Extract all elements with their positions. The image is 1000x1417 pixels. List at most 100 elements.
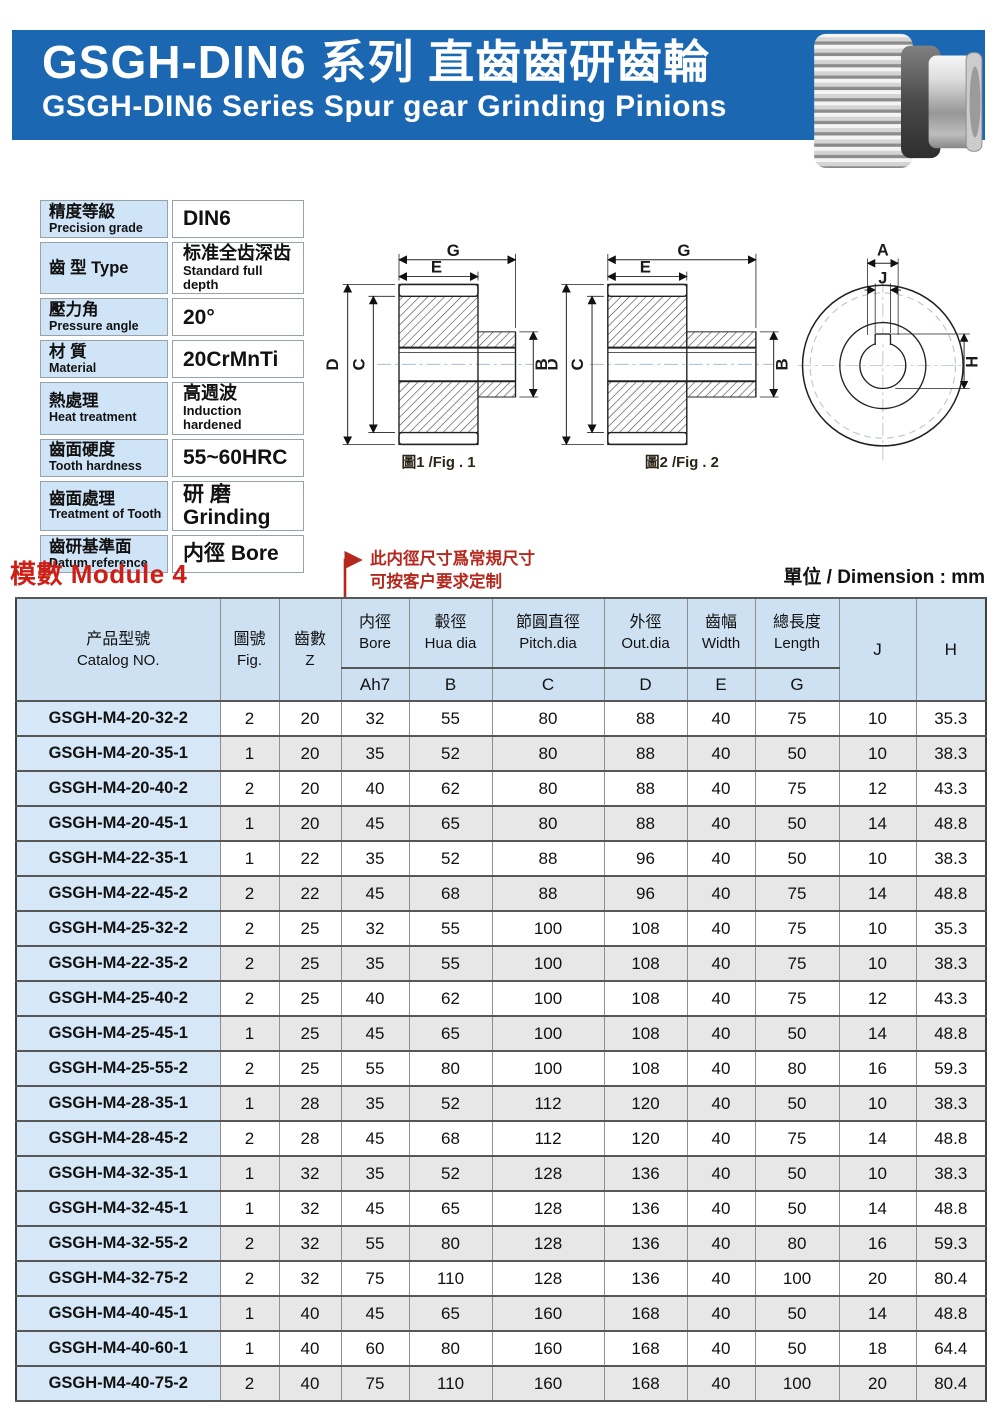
spec-label: 齒研基準面 Datum reference xyxy=(40,534,168,573)
dim-label-c: C xyxy=(349,358,368,370)
out-dia-cell: 96 xyxy=(603,840,688,877)
gear-teeth xyxy=(814,33,913,169)
h-cell: 38.3 xyxy=(915,1155,987,1192)
col-header-length: 總長度 Length xyxy=(754,597,840,669)
fig-cell: 2 xyxy=(219,1120,280,1157)
out-dia-cell: 96 xyxy=(603,875,688,912)
length-cell: 50 xyxy=(754,1295,840,1332)
length-cell: 50 xyxy=(754,805,840,842)
width-cell: 40 xyxy=(686,1085,756,1122)
front-view-drawing: A J H xyxy=(797,242,981,464)
dim-label-a: A xyxy=(877,242,889,260)
spec-value: 55~60HRC xyxy=(172,438,304,477)
spec-value: 内徑 Bore xyxy=(172,534,304,573)
col-header-h: H xyxy=(915,597,987,702)
bore-cell: 35 xyxy=(340,945,410,982)
z-cell: 22 xyxy=(278,840,342,877)
h-cell: 48.8 xyxy=(915,1295,987,1332)
width-cell: 40 xyxy=(686,910,756,947)
gear-product-photo xyxy=(814,33,983,169)
hua-dia-cell: 52 xyxy=(408,1085,493,1122)
width-cell: 40 xyxy=(686,875,756,912)
catalog-table: 产品型號 Catalog NO. 圖號 Fig. 齒數 Z 内徑 Bore 轂徑… xyxy=(15,597,987,1402)
length-cell: 80 xyxy=(754,1225,840,1262)
out-dia-cell: 108 xyxy=(603,980,688,1017)
pitch-dia-cell: 128 xyxy=(491,1260,605,1297)
catalog-number-cell: GSGH-M4-20-40-2 xyxy=(15,770,221,807)
catalog-number-cell: GSGH-M4-25-55-2 xyxy=(15,1050,221,1087)
bore-cell: 35 xyxy=(340,1085,410,1122)
bore-cell: 55 xyxy=(340,1225,410,1262)
hua-dia-cell: 62 xyxy=(408,980,493,1017)
z-cell: 25 xyxy=(278,945,342,982)
width-cell: 40 xyxy=(686,770,756,807)
fig-cell: 1 xyxy=(219,1015,280,1052)
h-cell: 48.8 xyxy=(915,1015,987,1052)
annotation-arrow-icon xyxy=(343,551,363,598)
pitch-dia-cell: 112 xyxy=(491,1085,605,1122)
dim-label-g: G xyxy=(677,243,690,260)
z-cell: 20 xyxy=(278,805,342,842)
j-cell: 10 xyxy=(838,700,917,737)
out-dia-cell: 88 xyxy=(603,700,688,737)
width-cell: 40 xyxy=(686,840,756,877)
length-cell: 75 xyxy=(754,700,840,737)
spec-value: 标准全齿深齿 Standard full depth xyxy=(172,242,304,295)
hua-dia-cell: 110 xyxy=(408,1260,493,1297)
pitch-dia-cell: 100 xyxy=(491,945,605,982)
col-header-out: 外徑 Out.dia xyxy=(603,597,688,669)
j-cell: 12 xyxy=(838,980,917,1017)
z-cell: 32 xyxy=(278,1260,342,1297)
fig1-caption: 圖1 /Fig . 1 xyxy=(401,453,475,471)
out-dia-cell: 108 xyxy=(603,1050,688,1087)
spec-row: 齒研基準面 Datum reference 内徑 Bore xyxy=(40,534,304,573)
j-cell: 18 xyxy=(838,1330,917,1367)
length-cell: 100 xyxy=(754,1365,840,1402)
bore-annotation: 此内徑尺寸爲常規尺寸 可按客户要求定制 xyxy=(370,548,535,594)
j-cell: 14 xyxy=(838,805,917,842)
table-row: GSGH-M4-40-75-2 2 40 75 110 160 168 40 1… xyxy=(15,1365,987,1402)
table-row: GSGH-M4-22-35-1 1 22 35 52 88 96 40 50 1… xyxy=(15,840,987,877)
j-cell: 14 xyxy=(838,1120,917,1157)
fig-cell: 2 xyxy=(219,945,280,982)
h-cell: 38.3 xyxy=(915,840,987,877)
hua-dia-cell: 65 xyxy=(408,1015,493,1052)
length-cell: 100 xyxy=(754,1260,840,1297)
table-row: GSGH-M4-20-32-2 2 20 32 55 80 88 40 75 1… xyxy=(15,700,987,737)
j-cell: 10 xyxy=(838,1155,917,1192)
hua-dia-cell: 80 xyxy=(408,1330,493,1367)
width-cell: 40 xyxy=(686,735,756,772)
j-cell: 14 xyxy=(838,1190,917,1227)
bore-cell: 35 xyxy=(340,1155,410,1192)
spec-label: 材 質 Material xyxy=(40,340,168,379)
pitch-dia-cell: 112 xyxy=(491,1120,605,1157)
z-cell: 22 xyxy=(278,875,342,912)
j-cell: 10 xyxy=(838,735,917,772)
width-cell: 40 xyxy=(686,945,756,982)
h-cell: 80.4 xyxy=(915,1260,987,1297)
out-dia-cell: 168 xyxy=(603,1365,688,1402)
annotation-line1: 此内徑尺寸爲常規尺寸 xyxy=(370,550,535,568)
bore-cell: 35 xyxy=(340,735,410,772)
out-dia-cell: 136 xyxy=(603,1155,688,1192)
h-cell: 59.3 xyxy=(915,1050,987,1087)
length-cell: 50 xyxy=(754,1155,840,1192)
pitch-dia-cell: 160 xyxy=(491,1365,605,1402)
h-cell: 43.3 xyxy=(915,980,987,1017)
table-row: GSGH-M4-32-75-2 2 32 75 110 128 136 40 1… xyxy=(15,1260,987,1297)
hua-dia-cell: 68 xyxy=(408,1120,493,1157)
z-cell: 25 xyxy=(278,1050,342,1087)
width-cell: 40 xyxy=(686,1295,756,1332)
table-row: GSGH-M4-25-55-2 2 25 55 80 100 108 40 80… xyxy=(15,1050,987,1087)
z-cell: 20 xyxy=(278,735,342,772)
pitch-dia-cell: 128 xyxy=(491,1155,605,1192)
pitch-dia-cell: 100 xyxy=(491,980,605,1017)
hua-dia-cell: 52 xyxy=(408,1155,493,1192)
j-cell: 10 xyxy=(838,945,917,982)
catalog-number-cell: GSGH-M4-25-45-1 xyxy=(15,1015,221,1052)
width-cell: 40 xyxy=(686,980,756,1017)
catalog-number-cell: GSGH-M4-40-60-1 xyxy=(15,1330,221,1367)
length-cell: 75 xyxy=(754,945,840,982)
dim-label-d: D xyxy=(548,358,561,370)
z-cell: 20 xyxy=(278,700,342,737)
